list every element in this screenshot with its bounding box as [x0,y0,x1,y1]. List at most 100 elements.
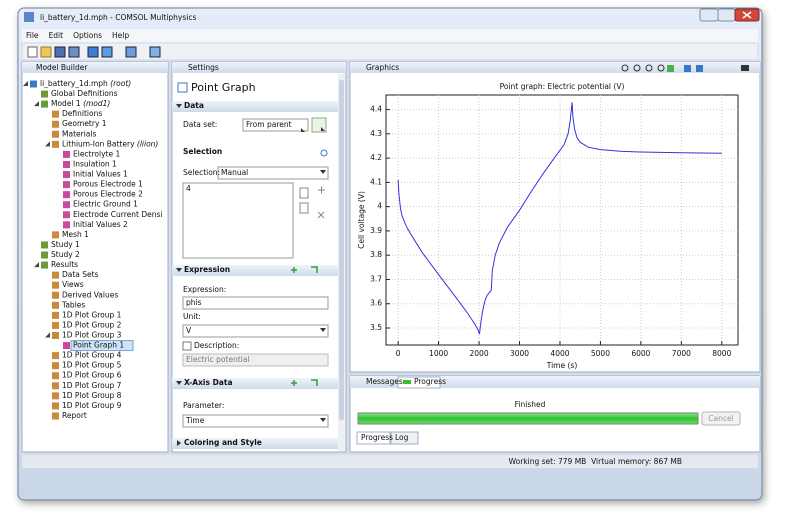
tree-item[interactable]: Views [62,280,84,289]
tree-label: 1D Plot Group 1 [62,310,122,319]
tree-item[interactable]: 1D Plot Group 8 [62,391,122,400]
bottom-tab[interactable]: Log [395,433,409,442]
tree-item[interactable]: 1D Plot Group 9 [62,401,122,410]
tree-item[interactable]: Porous Electrode 2 [73,190,143,199]
selection-select[interactable]: Manual [221,168,248,177]
tree-item[interactable]: li_battery_1d.mph (root) [40,79,131,88]
plot-title: Point graph: Electric potential (V) [500,82,625,91]
tree-item[interactable]: Point Graph 1 [73,341,124,350]
settings-heading: Point Graph [191,81,256,94]
tree-item[interactable]: 1D Plot Group 7 [62,381,122,390]
graphics-toolbar [621,64,749,72]
tree-item[interactable]: Data Sets [62,270,99,279]
tree-item[interactable]: Tables [61,300,85,309]
tree-item[interactable]: 1D Plot Group 3 [62,331,122,340]
maximize-button[interactable] [717,8,736,22]
tree-icon [52,110,59,118]
tree-item[interactable]: 1D Plot Group 2 [62,320,122,329]
cancel-button[interactable] [701,411,741,426]
tree-item[interactable]: Materials [62,129,96,138]
settings-tab[interactable]: Settings [188,63,219,72]
tree-item[interactable]: Definitions [62,109,102,118]
tree-icon [63,191,70,199]
tree-icon [52,412,59,420]
graphics-tab[interactable]: Graphics [366,63,399,72]
section-header[interactable]: X-Axis Data [184,378,233,387]
status-text: Working set: 779 MB Virtual memory: 867 … [509,457,682,466]
tree-item[interactable]: Global Definitions [51,89,118,98]
tree-item[interactable]: Results [51,260,78,269]
tree-item[interactable]: Electric Ground 1 [73,200,138,209]
tree-icon [63,181,70,189]
app-icon [24,12,34,22]
cancel-label[interactable]: Cancel [708,414,733,423]
selection-item[interactable]: 4 [186,184,191,193]
progress-tab-label[interactable]: Progress [414,377,446,386]
log-tab[interactable] [390,431,419,445]
tree-icon [63,201,70,209]
tree-item[interactable]: Report [62,411,87,420]
tree-item[interactable]: 1D Plot Group 6 [62,371,122,380]
unit-select[interactable]: V [186,326,192,335]
tree-item[interactable]: Lithium-Ion Battery (liion) [62,139,158,148]
y-tick-label: 4.1 [370,177,382,186]
model-builder-tab[interactable]: Model Builder [36,63,88,72]
tree-item[interactable]: 1D Plot Group 1 [62,310,122,319]
progress-tab-icon [403,380,411,384]
progress-bottom-tab[interactable] [356,431,391,445]
tree-item[interactable]: Electrode Current Densi [73,210,162,219]
menu-item[interactable]: Edit [49,31,64,40]
tree-icon [63,342,70,350]
y-tick-label: 3.9 [370,226,382,235]
scrollbar-thumb[interactable] [339,80,344,420]
messages-tab[interactable]: Messages [366,377,403,386]
tree-item[interactable]: Study 2 [51,250,80,259]
tree-item[interactable]: 1D Plot Group 4 [62,351,122,360]
section-header[interactable]: Coloring and Style [184,438,262,447]
tree-item[interactable]: Initial Values 2 [73,220,128,229]
tree-label: Mesh 1 [62,230,89,239]
tree-item[interactable]: Derived Values [62,290,118,299]
tree-label: Lithium-Ion Battery [62,139,135,148]
section-header[interactable]: Data [184,101,204,110]
menu-item[interactable]: Help [112,31,129,40]
tree-label: Porous Electrode 1 [73,180,143,189]
tree-item[interactable]: Insulation 1 [73,159,117,168]
tree-icon [52,281,59,289]
tree-item[interactable]: Model 1 (mod1) [51,99,110,108]
tree-item[interactable]: Initial Values 1 [73,170,128,179]
y-tick-label: 4 [377,202,382,211]
tree-item[interactable]: Mesh 1 [62,230,89,239]
close-icon [742,11,752,19]
x-axis-label: Time (s) [546,361,578,370]
y-tick-label: 3.7 [370,274,382,283]
dataset-select[interactable]: From parent [246,120,292,129]
tree-item[interactable]: Geometry 1 [62,119,107,128]
expression-input[interactable]: phis [186,298,202,307]
progress-tab[interactable] [397,376,441,389]
progress-status: Finished [515,400,546,409]
tree-icon [52,372,59,380]
tree-item[interactable]: Porous Electrode 1 [73,180,143,189]
tree-label: Derived Values [62,290,118,299]
y-tick-label: 3.5 [370,323,382,332]
menu-item[interactable]: File [26,31,39,40]
tree-icon [52,332,59,339]
field-label: Data set: [183,120,217,129]
section-header[interactable]: Selection [183,147,222,156]
tree-label: Insulation 1 [73,159,117,168]
parameter-select[interactable]: Time [185,416,205,425]
tree-item[interactable]: Electrolyte 1 [73,149,120,158]
tree-icon [41,241,48,249]
section-header[interactable]: Expression [184,265,230,274]
bottom-tab[interactable]: Progress [361,433,393,442]
minimize-button[interactable] [699,8,719,22]
tree-expander [45,141,50,147]
tree-label: Views [62,280,84,289]
tree-icon [63,221,70,229]
menu-item[interactable]: Options [73,31,102,40]
description-checkbox[interactable]: Description: [194,341,239,350]
tree-icon [52,321,59,329]
tree-item[interactable]: 1D Plot Group 5 [62,361,122,370]
tree-item[interactable]: Study 1 [51,240,80,249]
